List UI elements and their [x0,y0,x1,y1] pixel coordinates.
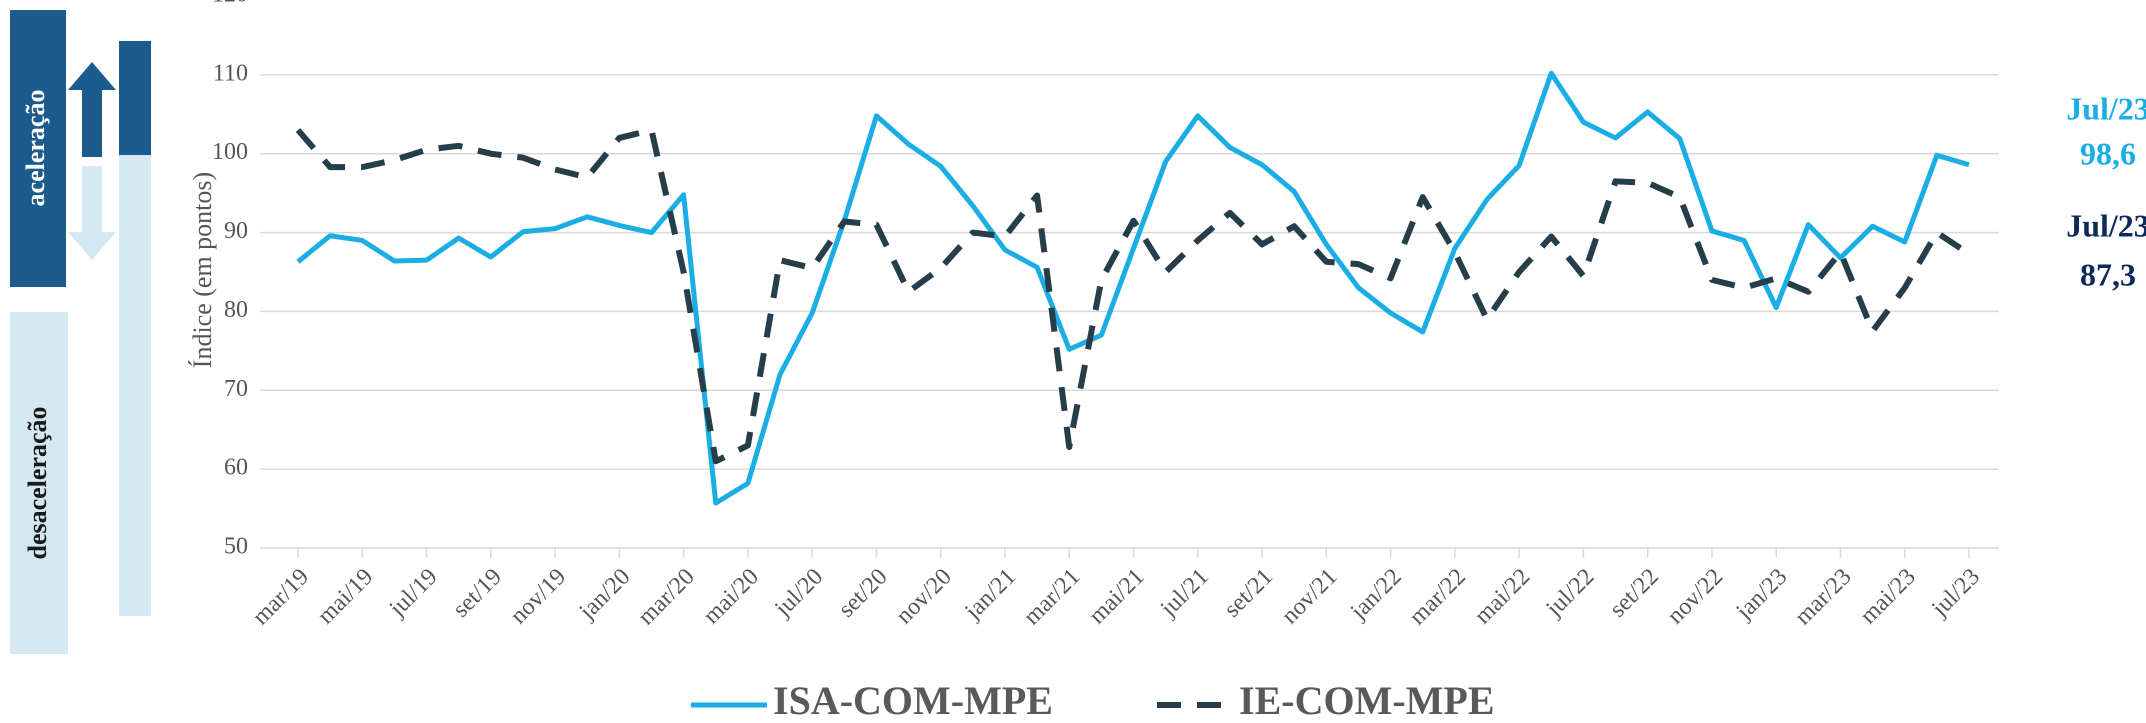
up-arrow [68,62,116,157]
y-tick-label: 90 [224,218,248,244]
x-tick-label: mai/21 [1084,564,1150,630]
x-tick-label: mar/19 [248,564,314,630]
x-tick-label: jul/23 [1926,564,1985,623]
x-tick-label: jan/21 [960,564,1022,626]
x-tick-label: jan/22 [1345,564,1407,626]
y-tick-label: 110 [213,60,248,86]
x-tick-label: jul/20 [770,564,829,623]
x-tick-label: set/21 [1219,564,1278,623]
legend-label: IE-COM-MPE [1239,678,1495,723]
end-value-label: 98,6 [2080,135,2136,171]
x-tick-label: nov/20 [891,564,957,630]
x-tick-label: mar/22 [1405,564,1471,630]
y-axis-label: Índice (em pontos) [188,172,217,368]
x-tick-label: mar/21 [1019,564,1085,630]
acceleration-box [10,10,66,287]
x-tick-label: jan/23 [1731,564,1793,626]
down-arrow [68,166,116,260]
level-bar-top [119,41,151,155]
end-value-label: 87,3 [2080,256,2136,292]
x-tick-label: mai/23 [1855,564,1921,630]
level-bar-bottom [119,155,151,616]
x-tick-label: mai/20 [698,564,764,630]
y-tick-label: 80 [224,297,248,323]
x-tick-label: nov/22 [1663,564,1729,630]
legend-label: ISA-COM-MPE [773,678,1053,723]
y-tick-label: 60 [224,455,248,481]
end-date-label: Jul/23 [2066,90,2146,126]
x-tick-label: mai/19 [313,564,379,630]
x-tick-label: set/20 [834,564,893,623]
y-tick-label: 50 [224,534,248,560]
x-tick-label: mar/20 [633,564,699,630]
x-tick-label: mar/23 [1790,564,1856,630]
series-line [296,70,1970,506]
x-tick-label: jan/20 [574,564,636,626]
x-tick-label: jul/19 [384,564,443,623]
x-tick-label: jul/22 [1541,564,1600,623]
acceleration-label: aceleração [21,90,50,207]
y-tick-label: 100 [212,139,248,165]
y-tick-label: 70 [224,376,248,402]
x-tick-label: mai/22 [1470,564,1536,630]
x-tick-label: set/22 [1605,564,1664,623]
x-tick-label: nov/19 [506,564,572,630]
x-tick-label: jul/21 [1155,564,1214,623]
x-tick-label: nov/21 [1277,564,1343,630]
deceleration-label: desaceleração [23,406,52,559]
series-line [295,127,1971,465]
end-date-label: Jul/23 [2066,207,2146,243]
y-tick-label: 120 [212,0,248,8]
deceleration-box [10,312,68,654]
x-tick-label: set/19 [448,564,507,623]
